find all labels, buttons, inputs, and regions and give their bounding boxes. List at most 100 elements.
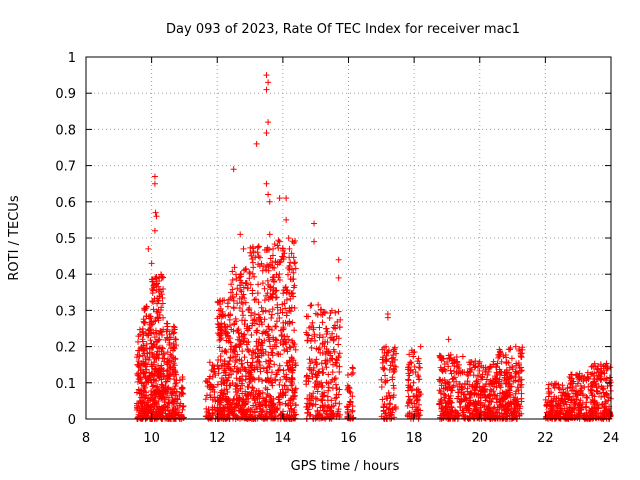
data-point	[236, 333, 243, 340]
y-tick-label: 0	[68, 413, 76, 428]
data-point	[436, 387, 443, 394]
data-point	[259, 280, 266, 287]
data-point	[414, 372, 421, 379]
data-point	[464, 378, 471, 385]
data-point	[512, 370, 519, 377]
data-point	[279, 410, 286, 417]
data-point	[140, 316, 147, 323]
data-point	[289, 290, 296, 297]
data-point	[567, 383, 574, 390]
data-point	[160, 314, 167, 321]
x-tick-label: 14	[275, 431, 292, 446]
data-point	[591, 378, 598, 385]
data-point	[246, 348, 253, 355]
data-point	[600, 386, 607, 393]
data-point	[497, 372, 504, 379]
data-point	[226, 382, 233, 389]
data-point	[146, 326, 153, 333]
data-point	[390, 382, 397, 389]
data-point	[508, 355, 515, 362]
data-point	[485, 365, 492, 372]
data-point	[348, 371, 355, 378]
data-point	[449, 387, 456, 394]
data-point	[154, 280, 161, 287]
data-point	[272, 294, 279, 301]
data-point	[504, 375, 511, 382]
axis-ticks: 00.10.20.30.40.50.60.70.80.918 10 12 14 16 18…	[55, 51, 619, 446]
data-point	[233, 375, 240, 382]
data-point	[160, 350, 167, 357]
data-point	[335, 274, 342, 281]
data-point	[256, 350, 263, 357]
data-point	[405, 370, 412, 377]
data-point	[166, 339, 173, 346]
x-tick-label: 16	[340, 431, 357, 446]
data-point	[493, 363, 500, 370]
data-point	[134, 351, 141, 358]
data-point	[153, 274, 160, 281]
data-point	[259, 330, 266, 337]
data-point	[152, 415, 159, 422]
data-point	[279, 301, 286, 308]
y-axis-label: ROTI / TECUs	[7, 195, 22, 280]
data-point	[545, 385, 552, 392]
data-point	[325, 371, 332, 378]
data-point	[580, 375, 587, 382]
data-point	[150, 344, 157, 351]
data-point	[391, 356, 398, 363]
data-point	[145, 356, 152, 363]
data-point	[481, 403, 488, 410]
data-point	[557, 407, 564, 414]
data-point	[255, 299, 262, 306]
data-point	[242, 280, 249, 287]
data-point	[281, 250, 288, 257]
data-point	[214, 362, 221, 369]
data-point	[336, 411, 343, 418]
data-point	[392, 363, 399, 370]
data-point	[179, 376, 186, 383]
data-point	[322, 325, 329, 332]
data-point	[241, 354, 248, 361]
data-point	[458, 398, 465, 405]
data-point	[460, 391, 467, 398]
data-point	[516, 405, 523, 412]
data-point	[232, 403, 239, 410]
data-point	[548, 389, 555, 396]
data-point	[570, 378, 577, 385]
data-point	[473, 391, 480, 398]
data-point	[223, 386, 230, 393]
data-point	[149, 408, 156, 415]
data-point	[269, 252, 276, 259]
data-point	[151, 355, 158, 362]
data-point	[247, 281, 254, 288]
data-point	[464, 385, 471, 392]
data-point	[499, 402, 506, 409]
data-point	[335, 341, 342, 348]
data-point	[380, 404, 387, 411]
data-point	[220, 390, 227, 397]
data-point	[272, 258, 279, 265]
data-point	[143, 361, 150, 368]
data-point	[558, 389, 565, 396]
data-point	[438, 397, 445, 404]
data-point	[568, 387, 575, 394]
data-point	[280, 367, 287, 374]
data-point	[579, 390, 586, 397]
data-point	[229, 380, 236, 387]
data-point	[255, 243, 262, 250]
data-point	[215, 407, 222, 414]
data-point	[246, 275, 253, 282]
data-point	[256, 401, 263, 408]
data-point	[291, 406, 298, 413]
data-point	[502, 388, 509, 395]
data-point	[151, 173, 158, 180]
data-point	[567, 371, 574, 378]
data-point	[486, 405, 493, 412]
data-point	[216, 344, 223, 351]
data-point	[249, 243, 256, 250]
data-point	[318, 360, 325, 367]
data-point	[378, 376, 385, 383]
data-point	[251, 376, 258, 383]
data-point	[512, 377, 519, 384]
data-point	[272, 323, 279, 330]
